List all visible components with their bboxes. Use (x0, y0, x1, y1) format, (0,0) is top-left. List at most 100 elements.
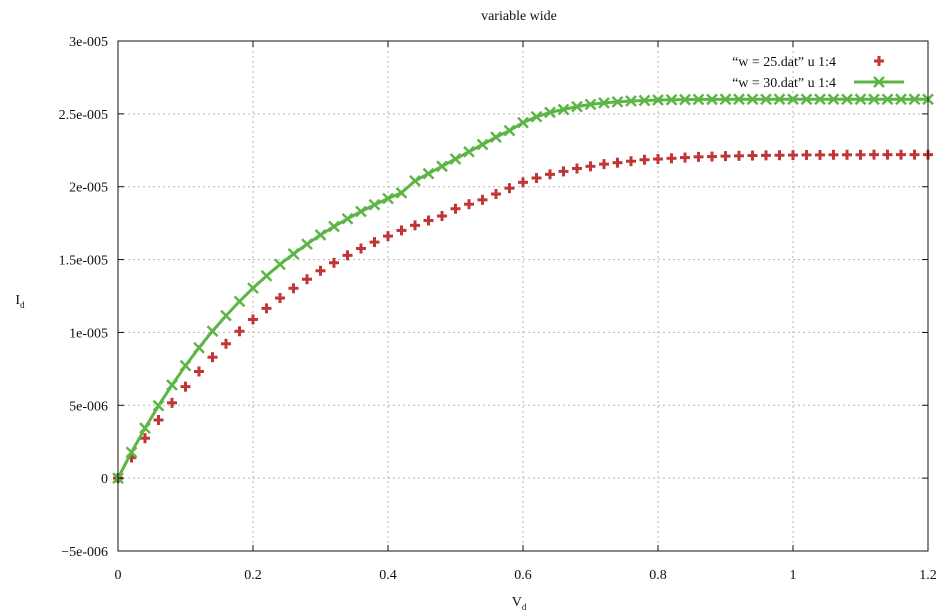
y-tick-label: 1.5e-005 (59, 254, 108, 269)
series-2-point (544, 106, 556, 119)
series-1-point (788, 150, 798, 161)
series-1-point (153, 415, 164, 426)
marker-stroke (368, 198, 381, 211)
series-1-point (207, 352, 218, 363)
y-axis-label-main: I (15, 293, 20, 308)
series-1-point (180, 381, 191, 392)
y-tick-label: 2e-005 (69, 181, 108, 196)
series-1-point (261, 303, 272, 314)
series-2-point (395, 186, 408, 199)
marker-stroke (287, 248, 300, 260)
series-2-point (881, 93, 894, 106)
series-1-point (248, 314, 258, 325)
x-tick-label: 0.8 (649, 568, 667, 583)
marker-stroke (679, 93, 691, 106)
marker-stroke (814, 93, 826, 106)
y-axis-label: Id (15, 293, 25, 310)
series-1-point (302, 274, 312, 285)
marker-stroke (409, 175, 421, 187)
marker-stroke (571, 100, 583, 113)
legend-label: “w = 25.dat” u 1:4 (732, 55, 836, 70)
series-2-point (328, 220, 340, 233)
series-1-point (450, 203, 461, 214)
marker-stroke (395, 186, 408, 199)
y-tick-label: 2.5e-005 (59, 108, 108, 123)
marker-stroke (706, 93, 718, 106)
marker-stroke (503, 124, 516, 137)
x-tick-label: 0 (115, 568, 122, 583)
series-1-point (491, 189, 501, 199)
marker-stroke (517, 116, 529, 129)
series-2-point (638, 94, 651, 107)
legend-swatch-marker (874, 56, 884, 66)
series-2-point (719, 93, 732, 106)
series-2-point (301, 238, 313, 251)
marker-stroke (841, 93, 853, 106)
marker-stroke (301, 238, 313, 251)
grid (118, 41, 928, 551)
series-1-point (275, 293, 285, 304)
series-1-point (882, 149, 893, 160)
series-1-point (383, 231, 393, 242)
series-1-point (734, 150, 744, 161)
marker-stroke (598, 97, 610, 109)
series-2-point (571, 100, 583, 113)
series-1-point (761, 150, 771, 161)
y-tick-label: 0 (101, 472, 108, 487)
series-1-point (194, 366, 204, 377)
series-2-point (827, 93, 840, 106)
series-2-point (692, 93, 705, 106)
series-1-point (423, 215, 434, 226)
marker-stroke (544, 106, 556, 119)
x-tick-label: 0.4 (379, 568, 397, 583)
series-2-point (422, 167, 435, 180)
series-2-point (598, 97, 610, 109)
marker-stroke (179, 359, 192, 372)
series-1-point (896, 149, 906, 160)
series-2-point (220, 309, 232, 322)
series-2-point (152, 399, 165, 412)
marker-stroke (652, 94, 664, 106)
marker-stroke (463, 145, 475, 158)
marker-stroke (557, 103, 570, 116)
series-1-point (842, 149, 852, 160)
series-1-point (869, 149, 879, 160)
series-2-point (233, 295, 246, 308)
marker-stroke (220, 309, 232, 322)
series-1-point (747, 150, 758, 161)
series-2-point (260, 270, 273, 282)
series-2-point (463, 145, 475, 158)
marker-stroke (233, 295, 246, 308)
series-2-point (557, 103, 570, 116)
series-layer (112, 93, 934, 485)
x-tick-label: 1.2 (919, 568, 937, 583)
marker-stroke (854, 93, 867, 106)
marker-stroke (760, 93, 772, 106)
y-tick-label: 3e-005 (69, 35, 108, 50)
series-1-point (531, 172, 542, 183)
series-2-point (665, 93, 678, 106)
series-2-point (503, 124, 516, 137)
series-2-point (625, 95, 637, 107)
legend-label: “w = 30.dat” u 1:4 (732, 76, 836, 91)
series-1-point (504, 183, 515, 194)
series-1-point (909, 149, 920, 160)
series-1-point (639, 154, 650, 165)
marker-stroke (274, 258, 286, 271)
series-1-point (626, 156, 636, 167)
marker-stroke (382, 192, 394, 205)
marker-stroke (881, 93, 894, 106)
y-axis-label-sub: d (20, 300, 25, 310)
marker-stroke (139, 422, 151, 435)
series-2-point (530, 110, 543, 123)
series-1-point (801, 149, 812, 160)
series-2-point (355, 205, 367, 218)
marker-stroke (125, 446, 138, 459)
marker-stroke (873, 76, 885, 88)
series-1-point (666, 153, 677, 164)
marker-stroke (746, 93, 759, 106)
series-1-point (653, 154, 663, 165)
marker-stroke (733, 93, 745, 106)
x-tick-label: 1 (790, 568, 797, 583)
